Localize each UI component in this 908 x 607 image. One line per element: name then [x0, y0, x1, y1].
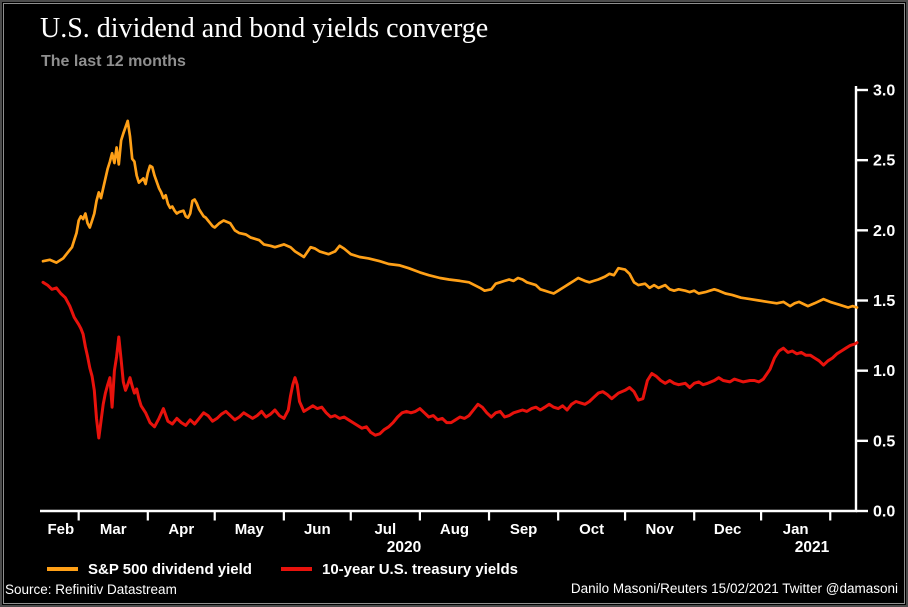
source-attribution: Source: Refinitiv Datastream [5, 582, 177, 597]
x-axis-month-label: Feb [48, 521, 75, 538]
x-axis-month-label: Mar [100, 521, 127, 538]
y-axis-tick-label: 0.5 [873, 433, 895, 450]
y-axis-tick-label: 1.0 [873, 363, 895, 380]
axis-lines [40, 86, 858, 513]
x-axis-month-label: Aug [440, 521, 469, 538]
x-axis-month-label: Nov [645, 521, 674, 538]
x-axis-month-label: Dec [714, 521, 742, 538]
x-axis-month-label: Sep [510, 521, 538, 538]
series-line-10-year-u-s-treasury-yields [41, 280, 859, 440]
legend-label-sp500: S&P 500 dividend yield [88, 560, 252, 578]
chart-subtitle: The last 12 months [41, 53, 186, 70]
y-axis-tick-label: 3.0 [873, 83, 895, 100]
y-axis-tick-label: 1.5 [873, 293, 895, 310]
x-axis-month-label: Oct [579, 521, 604, 538]
x-axis-month-label: Apr [168, 521, 194, 538]
legend-item-sp500: S&P 500 dividend yield [47, 560, 252, 578]
x-axis-month-label: Jul [374, 521, 396, 538]
author-credit: Danilo Masoni/Reuters 15/02/2021 Twitter… [570, 581, 898, 596]
legend-item-treasury: 10-year U.S. treasury yields [281, 560, 518, 578]
x-axis-year-label: 2021 [795, 539, 830, 556]
chart-title: U.S. dividend and bond yields converge [40, 13, 489, 44]
legend-label-treasury: 10-year U.S. treasury yields [322, 560, 518, 578]
x-axis-year-label: 2020 [387, 539, 421, 556]
y-axis-tick-label: 0.0 [873, 504, 895, 521]
x-axis-month-label: Jun [304, 521, 331, 538]
x-axis-month-label: May [235, 521, 265, 538]
x-axis-month-label: Jan [783, 521, 809, 538]
legend-swatch-treasury [281, 567, 312, 571]
y-axis-tick-label: 2.0 [873, 223, 895, 240]
series-line-s-p-500-dividend-yield [41, 119, 859, 309]
legend-swatch-sp500 [47, 567, 78, 571]
y-axis-tick-label: 2.5 [873, 153, 895, 170]
